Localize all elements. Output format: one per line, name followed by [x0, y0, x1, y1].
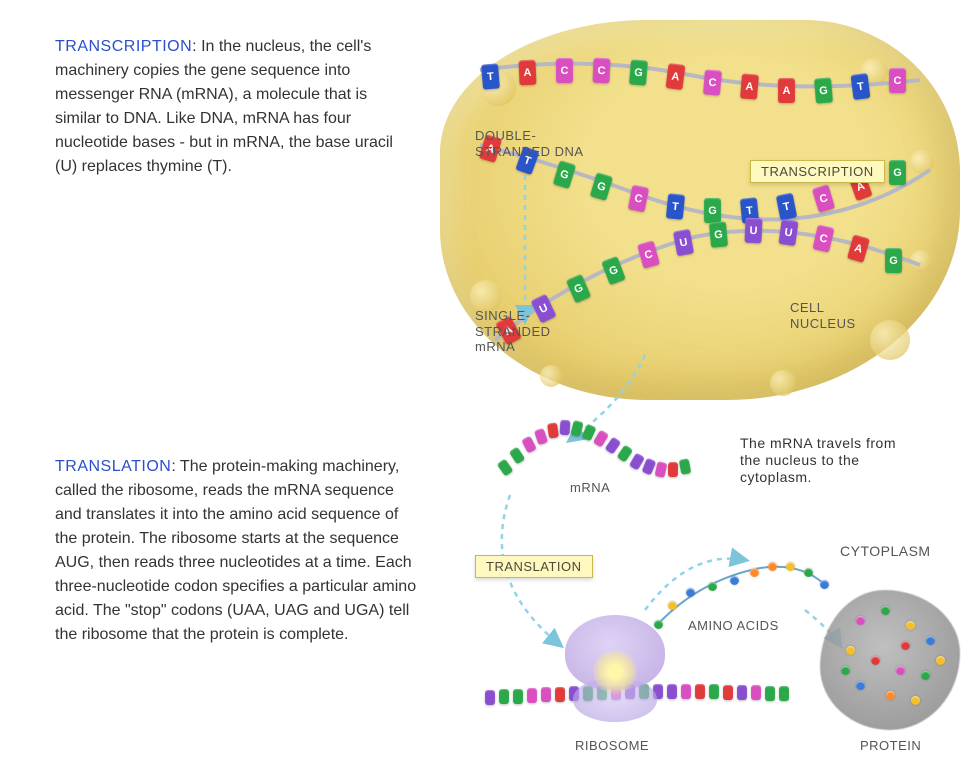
amino-acid-bead — [906, 621, 915, 630]
base-G — [709, 684, 719, 699]
base-G — [679, 458, 692, 475]
amino-acid-bead — [896, 666, 905, 675]
base-C — [541, 687, 551, 702]
transcription-heading: TRANSCRIPTION — [55, 38, 192, 55]
base-U: U — [744, 218, 762, 244]
base-G: G — [889, 160, 906, 185]
base-A: A — [740, 73, 759, 99]
protein-label: PROTEIN — [860, 738, 921, 754]
base-A — [695, 684, 705, 699]
transcription-body: : In the nucleus, the cell's machinery c… — [55, 38, 393, 175]
amino-acid-bead — [654, 620, 663, 629]
base-C — [527, 688, 537, 703]
transcription-callout: TRANSCRIPTION — [750, 160, 885, 183]
ss-mrna-label: SINGLE- STRANDED mRNA — [475, 308, 551, 355]
amino-acid-bead — [846, 646, 855, 655]
amino-acid-bead — [926, 636, 935, 645]
mrna-travel-text: The mRNA travels from the nucleus to the… — [740, 435, 910, 485]
amino-acid-bead — [936, 656, 945, 665]
translation-heading: TRANSLATION — [55, 458, 171, 475]
base-C: C — [889, 68, 906, 93]
base-G — [765, 686, 775, 701]
nucleus-pore — [770, 370, 796, 396]
cell-nucleus-label: CELL NUCLEUS — [790, 300, 856, 331]
base-C: C — [703, 69, 722, 95]
base-C — [655, 461, 668, 478]
amino-acid-bead — [856, 681, 865, 690]
amino-acid-bead — [768, 562, 777, 571]
base-C — [681, 684, 691, 699]
amino-acid-bead — [820, 580, 829, 589]
base-G — [509, 447, 526, 465]
base-C — [534, 427, 548, 444]
amino-acid-bead — [921, 671, 930, 680]
base-G: G — [629, 59, 648, 85]
base-U — [485, 690, 495, 705]
base-G — [779, 686, 789, 701]
amino-acid-bead — [730, 576, 739, 585]
amino-acid-bead — [786, 562, 795, 571]
amino-acid-bead — [911, 696, 920, 705]
base-A — [723, 685, 733, 700]
base-G: G — [885, 248, 902, 273]
nucleus-pore — [910, 250, 932, 272]
base-G — [497, 458, 514, 476]
amino-acid-bead — [804, 568, 813, 577]
base-T: T — [666, 193, 685, 220]
base-A — [547, 422, 559, 438]
amino-acid-bead — [841, 666, 850, 675]
nucleus-pore — [910, 150, 934, 174]
amino-acid-bead — [750, 568, 759, 577]
amino-acid-bead — [856, 616, 865, 625]
base-A: A — [518, 60, 536, 86]
nucleus-pore — [540, 365, 562, 387]
amino-acid-bead — [708, 582, 717, 591]
base-A: A — [778, 78, 795, 103]
base-A: A — [666, 63, 686, 90]
base-U: U — [778, 219, 798, 246]
base-G: G — [709, 221, 728, 247]
base-G: G — [704, 198, 721, 223]
base-U — [737, 685, 747, 700]
amino-acid-bead — [686, 588, 695, 597]
diagram: TACCGACAAGTC ATGGCTGTTCAG AUGGCUGUUCAG D… — [440, 20, 960, 760]
amino-acid-bead — [668, 601, 677, 610]
base-T: T — [851, 73, 871, 100]
amino-acid-bead — [901, 641, 910, 650]
base-G: G — [814, 77, 833, 103]
translation-body: : The protein-making machinery, called t… — [55, 458, 416, 643]
translation-text: TRANSLATION: The protein-making machiner… — [55, 455, 420, 647]
base-U — [560, 420, 571, 436]
amino-acid-bead — [871, 656, 880, 665]
base-C: C — [592, 58, 610, 84]
transcription-text: TRANSCRIPTION: In the nucleus, the cell'… — [55, 35, 410, 179]
amino-acid-bead — [886, 691, 895, 700]
base-C — [521, 436, 537, 454]
base-A — [668, 462, 678, 477]
base-T: T — [481, 63, 500, 89]
base-C — [751, 685, 761, 700]
amino-acid-bead — [881, 606, 890, 615]
base-C: C — [556, 58, 573, 83]
base-G — [513, 689, 523, 704]
base-G — [499, 689, 509, 704]
cytoplasm-label: CYTOPLASM — [840, 543, 931, 560]
ds-dna-label: DOUBLE- STRANDED DNA — [475, 128, 584, 159]
ribosome-label: RIBOSOME — [575, 738, 649, 754]
amino-acids-label: AMINO ACIDS — [688, 618, 779, 634]
translation-callout: TRANSLATION — [475, 555, 593, 578]
nucleus-pore — [870, 320, 910, 360]
mrna-label: mRNA — [570, 480, 610, 496]
